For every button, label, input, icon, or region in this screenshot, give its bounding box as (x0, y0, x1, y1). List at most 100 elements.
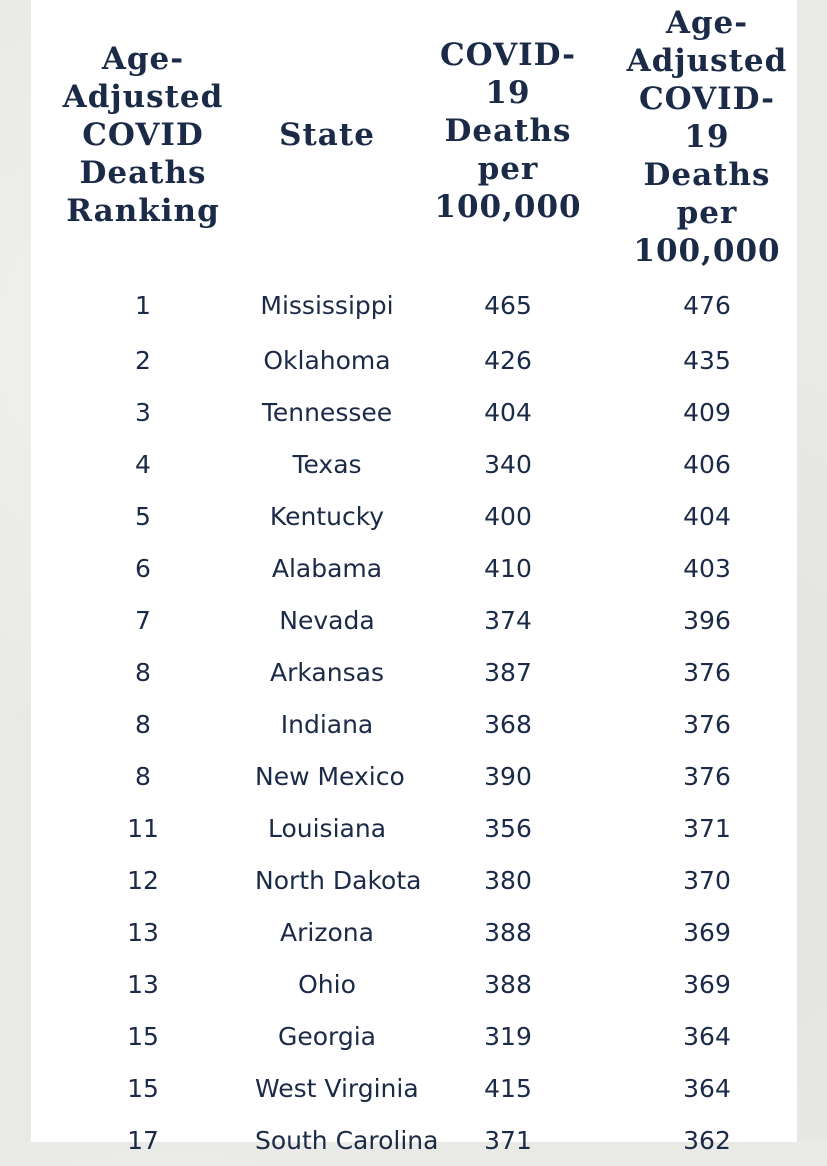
cell-state: West Virginia (255, 1073, 419, 1103)
header-line: Adjusted (626, 43, 788, 79)
cell-ranking: 13 (127, 917, 159, 947)
cell-state: North Dakota (255, 865, 422, 895)
table-row: 13 Arizona 388 369 (31, 906, 797, 958)
cell-state: New Mexico (255, 761, 405, 791)
header-line: Deaths (79, 155, 207, 191)
header-ranking: Age- Adjusted COVID Deaths Ranking (31, 0, 255, 270)
cell-age-adjusted-deaths-per-100k: 369 (683, 969, 731, 999)
cell-age-adjusted-deaths-per-100k: 404 (683, 501, 731, 531)
cell-deaths-per-100k: 368 (484, 709, 532, 739)
cell-deaths-per-100k: 319 (484, 1021, 532, 1051)
cell-age-adjusted-deaths-per-100k: 406 (683, 449, 731, 479)
cell-age-adjusted-deaths-per-100k: 369 (683, 917, 731, 947)
cell-deaths-per-100k: 388 (484, 917, 532, 947)
header-line: 100,000 (633, 233, 781, 269)
table-row: 5 Kentucky 400 404 (31, 490, 797, 542)
covid-deaths-table: Age- Adjusted COVID Deaths Ranking State COVID… (31, 0, 797, 1166)
cell-ranking: 15 (127, 1021, 159, 1051)
cell-ranking: 3 (135, 397, 151, 427)
cell-ranking: 8 (135, 761, 151, 791)
cell-state: Ohio (298, 969, 356, 999)
table-row: 13 Ohio 388 369 (31, 958, 797, 1010)
cell-deaths-per-100k: 400 (484, 501, 532, 531)
cell-deaths-per-100k: 374 (484, 605, 532, 635)
cell-age-adjusted-deaths-per-100k: 376 (683, 709, 731, 739)
header-deaths-per-100k: COVID- 19 Deaths per 100,000 (399, 0, 617, 270)
cell-ranking: 15 (127, 1073, 159, 1103)
header-age-adjusted-deaths-per-100k: Age- Adjusted COVID- 19 Deaths per 100,000 (617, 0, 797, 270)
cell-ranking: 2 (135, 345, 151, 375)
cell-deaths-per-100k: 388 (484, 969, 532, 999)
header-line: Deaths (444, 113, 572, 149)
table-row: 8 New Mexico 390 376 (31, 750, 797, 802)
header-state: State (255, 0, 399, 270)
header-line: 100,000 (434, 189, 582, 225)
cell-age-adjusted-deaths-per-100k: 364 (683, 1073, 731, 1103)
header-line: COVID- (638, 81, 775, 117)
table-row: 2 Oklahoma 426 435 (31, 334, 797, 386)
cell-state: Kentucky (269, 501, 385, 531)
cell-deaths-per-100k: 380 (484, 865, 532, 895)
cell-ranking: 6 (135, 553, 151, 583)
cell-state: Indiana (280, 709, 374, 739)
table-row: 15 Georgia 319 364 (31, 1010, 797, 1062)
cell-state: Georgia (277, 1021, 377, 1051)
header-line: Age- (665, 5, 749, 41)
table-row: 1 Mississippi 465 476 (31, 270, 797, 334)
cell-age-adjusted-deaths-per-100k: 362 (683, 1125, 731, 1155)
table-row: 17 South Carolina 371 362 (31, 1114, 797, 1166)
table-row: 4 Texas 340 406 (31, 438, 797, 490)
cell-state: Oklahoma (263, 345, 391, 375)
table-panel: Age- Adjusted COVID Deaths Ranking State COVID… (31, 0, 797, 1155)
cell-deaths-per-100k: 415 (484, 1073, 532, 1103)
table-row: 8 Indiana 368 376 (31, 698, 797, 750)
header-line: per (477, 151, 539, 187)
cell-deaths-per-100k: 340 (484, 449, 532, 479)
cell-state: Tennessee (261, 397, 393, 427)
header-line: 19 (485, 75, 531, 111)
cell-deaths-per-100k: 404 (484, 397, 532, 427)
cell-deaths-per-100k: 387 (484, 657, 532, 687)
cell-ranking: 4 (135, 449, 151, 479)
cell-state: Louisiana (267, 813, 387, 843)
cell-deaths-per-100k: 356 (484, 813, 532, 843)
header-line: Age- (101, 41, 185, 77)
table-row: 15 West Virginia 415 364 (31, 1062, 797, 1114)
cell-state: Arkansas (270, 657, 384, 687)
cell-ranking: 13 (127, 969, 159, 999)
cell-ranking: 8 (135, 709, 151, 739)
header-line: Adjusted (62, 79, 224, 115)
header-line: COVID (82, 117, 204, 153)
cell-ranking: 8 (135, 657, 151, 687)
cell-age-adjusted-deaths-per-100k: 370 (683, 865, 731, 895)
cell-age-adjusted-deaths-per-100k: 364 (683, 1021, 731, 1051)
cell-ranking: 5 (135, 501, 151, 531)
cell-ranking: 11 (127, 813, 159, 843)
cell-age-adjusted-deaths-per-100k: 396 (683, 605, 731, 635)
cell-age-adjusted-deaths-per-100k: 376 (683, 657, 731, 687)
cell-state: Arizona (280, 917, 374, 947)
cell-age-adjusted-deaths-per-100k: 435 (683, 345, 731, 375)
table-row: 3 Tennessee 404 409 (31, 386, 797, 438)
cell-deaths-per-100k: 410 (484, 553, 532, 583)
cell-age-adjusted-deaths-per-100k: 403 (683, 553, 731, 583)
header-line: Ranking (66, 193, 220, 229)
cell-deaths-per-100k: 465 (484, 290, 532, 320)
table-body: 1 Mississippi 465 476 2 Oklahoma 426 435 3 Tennes… (31, 270, 797, 1166)
cell-ranking: 17 (127, 1125, 159, 1155)
cell-ranking: 1 (135, 290, 151, 320)
table-row: 11 Louisiana 356 371 (31, 802, 797, 854)
cell-ranking: 12 (127, 865, 159, 895)
table-row: 6 Alabama 410 403 (31, 542, 797, 594)
cell-age-adjusted-deaths-per-100k: 376 (683, 761, 731, 791)
cell-deaths-per-100k: 390 (484, 761, 532, 791)
cell-age-adjusted-deaths-per-100k: 409 (683, 397, 731, 427)
table-row: 7 Nevada 374 396 (31, 594, 797, 646)
cell-deaths-per-100k: 426 (484, 345, 532, 375)
header-line: per (676, 195, 738, 231)
table-row: 8 Arkansas 387 376 (31, 646, 797, 698)
cell-state: Texas (292, 449, 362, 479)
header-line: State (279, 117, 375, 153)
cell-age-adjusted-deaths-per-100k: 476 (683, 290, 731, 320)
header-line: 19 Deaths (643, 119, 771, 193)
